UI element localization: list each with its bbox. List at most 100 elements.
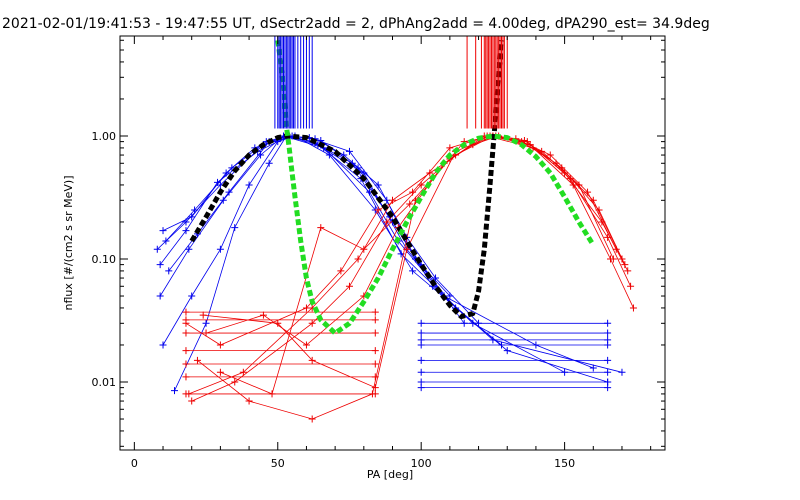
data-point [595,206,603,214]
data-point [371,329,379,337]
data-point [257,151,265,159]
fit-curve [275,39,596,336]
data-point [308,319,316,327]
data-point [604,356,612,364]
x-tick-label: 0 [131,457,138,470]
series-blue-horizontal [417,319,612,392]
data-point [214,178,222,186]
data-point [520,136,528,144]
data-point [374,181,382,189]
data-point [446,292,454,300]
series-line [168,135,502,346]
data-point [360,245,368,253]
data-point [153,245,161,253]
series-line [174,135,565,391]
data-point [621,261,629,269]
data-point [202,319,210,327]
data-point [216,341,224,349]
data-point [188,292,196,300]
data-point [216,245,224,253]
data-point [604,368,612,376]
y-tick-label: 1.00 [92,130,117,143]
data-point [182,308,190,316]
data-point [354,255,362,263]
data-point [156,261,164,269]
data-point [569,181,577,189]
data-point [199,311,207,319]
data-point [185,245,193,253]
data-point [409,267,417,275]
data-point [162,237,170,245]
data-point [182,347,190,355]
data-point [308,356,316,364]
data-point [191,206,199,214]
series-blue-fan [153,132,626,395]
series-black-thick-dashed [189,40,504,320]
data-point [604,378,612,386]
data-point [523,138,531,146]
data-point [584,188,592,196]
data-point [188,397,196,405]
data-point [231,224,239,232]
series-green-thick-dashed [275,39,596,336]
data-point [265,159,273,167]
data-point [403,245,411,253]
data-point [371,347,379,355]
data-point [156,292,164,300]
series-red-vertical-lines [466,36,508,129]
data-point [503,347,511,355]
data-point [389,196,396,204]
data-point [604,319,612,327]
data-point [446,144,454,152]
series-red-fan [182,132,637,423]
data-point [159,341,167,349]
data-point [371,384,379,392]
data-point [371,316,379,324]
data-point [406,200,414,208]
data-point [274,319,282,327]
axes: 0 50 100 150 0.01 0.10 1.00 [92,36,665,470]
data-point [193,356,201,364]
data-point [225,188,233,196]
data-point [345,282,353,290]
data-point [182,329,190,337]
data-point [188,213,196,221]
data-point [371,373,379,381]
chart-title: 2021-02-01/19:41:53 - 19:47:55 UT, dSect… [2,16,710,32]
data-point [159,227,167,235]
data-point [182,360,190,368]
data-point [245,397,253,405]
data-point [417,356,425,364]
y-tick-label: 0.10 [92,253,117,266]
data-point [182,390,190,398]
series-line [191,135,623,402]
y-axis-label: nflux [#/(cm2 s sr MeV)] [62,176,75,311]
data-point [171,387,178,395]
data-point [302,341,310,349]
data-point [308,415,316,423]
data-point [546,151,554,159]
data-point [317,224,325,232]
data-point [426,169,434,177]
data-point [604,233,612,241]
x-tick-label: 100 [411,457,432,470]
x-tick-label: 50 [271,457,285,470]
data-point [371,390,379,398]
data-point [337,267,345,275]
data-point [216,368,224,376]
data-point [618,368,626,376]
data-point [417,378,425,386]
data-point [627,282,635,290]
data-point [239,368,247,376]
data-point [165,267,173,275]
data-point [417,336,425,344]
data-point [558,164,566,172]
data-point [629,304,637,312]
data-point [409,188,417,196]
data-point [589,364,597,372]
data-point [624,267,632,275]
fit-curve [189,40,504,320]
x-axis-label: PA [deg] [367,468,413,481]
series-line [205,135,631,346]
